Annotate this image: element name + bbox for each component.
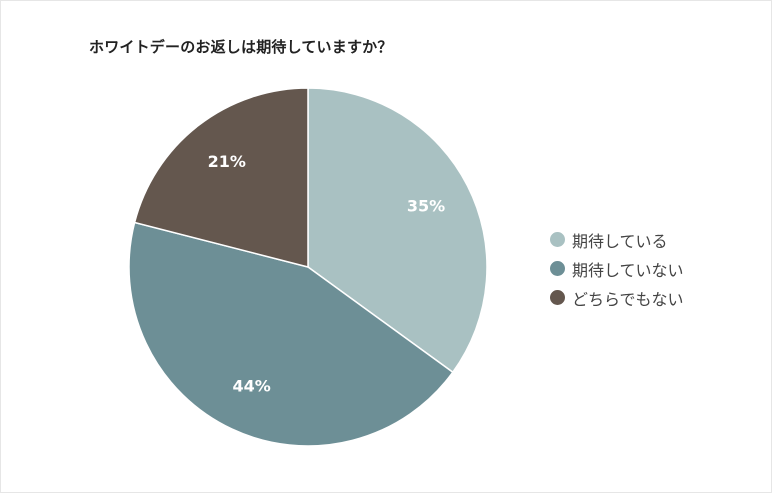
- legend-label-neither: どちらでもない: [572, 289, 684, 309]
- pie-slices: [128, 87, 488, 447]
- pie-slice-neither: [133, 87, 309, 268]
- pie-label-expecting: 35%: [407, 196, 445, 215]
- pie-slice-not-expecting: [128, 221, 454, 447]
- legend: 期待している 期待していない どちらでもない: [550, 225, 684, 312]
- legend-label-not-expecting: 期待していない: [572, 260, 684, 280]
- legend-item-expecting: 期待している: [550, 225, 684, 254]
- legend-swatch-not-expecting: [550, 261, 565, 276]
- legend-swatch-neither: [550, 290, 565, 305]
- chart-title: ホワイトデーのお返しは期待していますか？: [89, 38, 393, 56]
- pie-label-neither: 21%: [208, 152, 246, 171]
- legend-label-expecting: 期待している: [572, 231, 668, 251]
- legend-swatch-expecting: [550, 232, 565, 247]
- legend-item-neither: どちらでもない: [550, 283, 684, 312]
- pie-value-labels: 35% 44% 21%: [208, 152, 445, 396]
- pie-slice-expecting: [307, 87, 488, 374]
- pie-label-not-expecting: 44%: [232, 376, 270, 395]
- legend-item-not-expecting: 期待していない: [550, 254, 684, 283]
